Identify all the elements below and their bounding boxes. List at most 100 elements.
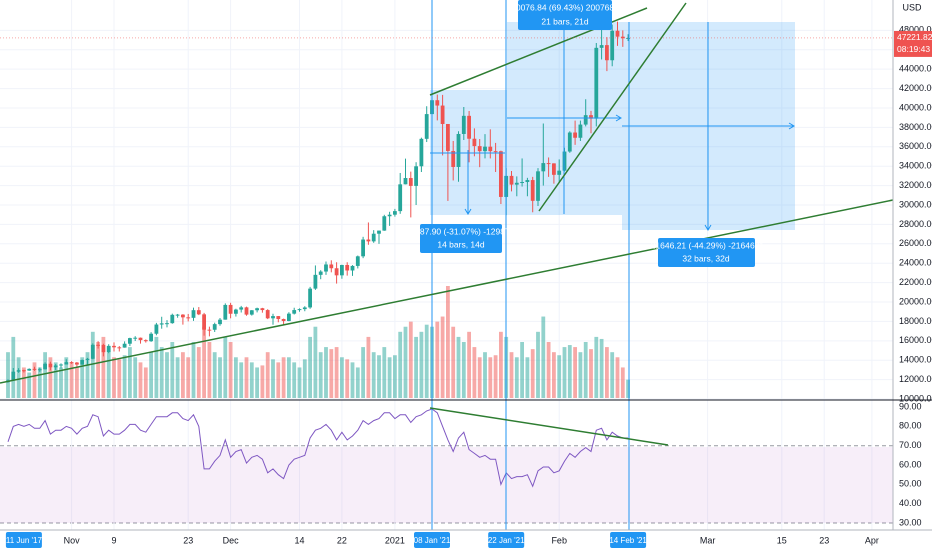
volume-bar — [80, 357, 85, 398]
volume-bar — [59, 367, 63, 398]
candle-body — [37, 369, 42, 371]
candle-body — [573, 132, 577, 138]
candle-body — [244, 307, 249, 315]
candle-body — [567, 132, 572, 152]
volume-bar — [562, 347, 567, 398]
volume-bar — [567, 345, 572, 398]
candle-body — [461, 115, 466, 134]
x-tick-label: Dec — [223, 535, 240, 545]
arrow-head — [464, 208, 472, 215]
volume-bar — [191, 342, 196, 398]
x-tick-label: 9 — [111, 535, 116, 545]
volume-bar — [393, 355, 397, 398]
volume-bar — [589, 349, 593, 398]
rsi-tick-label: 50.00 — [899, 479, 922, 489]
volume-bar — [228, 342, 233, 398]
candle-body — [85, 358, 90, 361]
y-tick-label: 18000.00 — [899, 316, 932, 326]
candle-body — [228, 304, 233, 314]
volume-bar — [165, 352, 169, 398]
y-tick-label: 24000.00 — [899, 258, 932, 268]
candle-body — [170, 314, 175, 324]
candle-body — [483, 146, 487, 152]
candle-body — [260, 308, 265, 311]
x-marker-box — [488, 532, 525, 548]
candle-body — [106, 345, 111, 353]
candle-body — [117, 347, 122, 349]
volume-bar — [117, 359, 122, 398]
volume-bar — [281, 357, 286, 398]
volume-bar — [16, 357, 21, 398]
volume-bar — [382, 347, 387, 398]
trend-line — [429, 407, 669, 446]
y-tick-label: 42000.00 — [899, 83, 932, 93]
rsi-tick-label: 90.00 — [899, 401, 922, 411]
candle-body — [11, 371, 16, 381]
measure-label — [658, 238, 755, 267]
candle-body — [223, 304, 228, 320]
volume-bar — [599, 338, 604, 398]
volume-bar — [477, 357, 482, 398]
measure-bars: 14 bars, 14d — [437, 239, 485, 249]
y-tick-label: 40000.00 — [899, 102, 932, 112]
marks — [6, 21, 630, 488]
candle-body — [202, 314, 206, 330]
volume-bar — [355, 367, 360, 398]
volume-bar — [308, 336, 312, 398]
volume-bar — [605, 347, 609, 398]
volume-bar — [398, 331, 403, 398]
candle-body — [594, 47, 599, 119]
trend-line — [0, 191, 932, 384]
volume-bar — [488, 357, 493, 398]
candle-body — [514, 182, 519, 185]
candle-body — [408, 178, 413, 186]
candle-body — [122, 343, 127, 348]
candle-body — [276, 316, 281, 319]
volume-bar — [340, 357, 344, 398]
candle-body — [424, 114, 429, 139]
y-tick-label: 38000.00 — [899, 122, 932, 132]
volume-bar — [536, 331, 540, 398]
volume-bar — [371, 352, 376, 398]
volume-bar — [557, 355, 562, 398]
y-tick-label: 10000.00 — [899, 393, 932, 403]
candle-body — [196, 310, 201, 315]
volume-bar — [509, 352, 514, 398]
volume-bar — [196, 347, 201, 398]
currency: USD — [902, 2, 922, 12]
volume-bar — [499, 331, 503, 398]
volume-bar — [96, 342, 100, 398]
volume-bar — [472, 347, 477, 398]
measure-label — [518, 0, 612, 30]
volume-bar — [43, 352, 47, 398]
candle-body — [440, 105, 445, 124]
trend-line — [538, 2, 687, 212]
volume-bar — [292, 362, 297, 398]
volume-bar — [615, 357, 620, 398]
volume-bar — [154, 336, 159, 398]
volume-bar — [260, 365, 265, 398]
volume-bar — [583, 342, 588, 398]
y-tick-label: 26000.00 — [899, 238, 932, 248]
candle-body — [377, 230, 381, 234]
y-tick-label: 36000.00 — [899, 141, 932, 151]
volume-bar — [334, 347, 339, 398]
volume-bar — [403, 326, 408, 398]
candle-body — [75, 362, 79, 365]
candle-body — [32, 368, 37, 370]
candle-body — [467, 115, 471, 139]
volume-bar — [483, 352, 487, 398]
volume-bar — [461, 342, 466, 398]
candle-body — [154, 324, 159, 334]
volume-bar — [170, 342, 175, 398]
x-tick-label: Mar — [700, 535, 716, 545]
volume-bar — [451, 326, 456, 398]
volume-bar — [143, 367, 148, 398]
y-tick-label: 34000.00 — [899, 161, 932, 171]
candle-body — [101, 344, 106, 353]
volume-bar — [366, 336, 371, 398]
x-marker-box — [5, 532, 42, 548]
volume-bar — [138, 362, 143, 398]
candle-body — [308, 288, 312, 308]
